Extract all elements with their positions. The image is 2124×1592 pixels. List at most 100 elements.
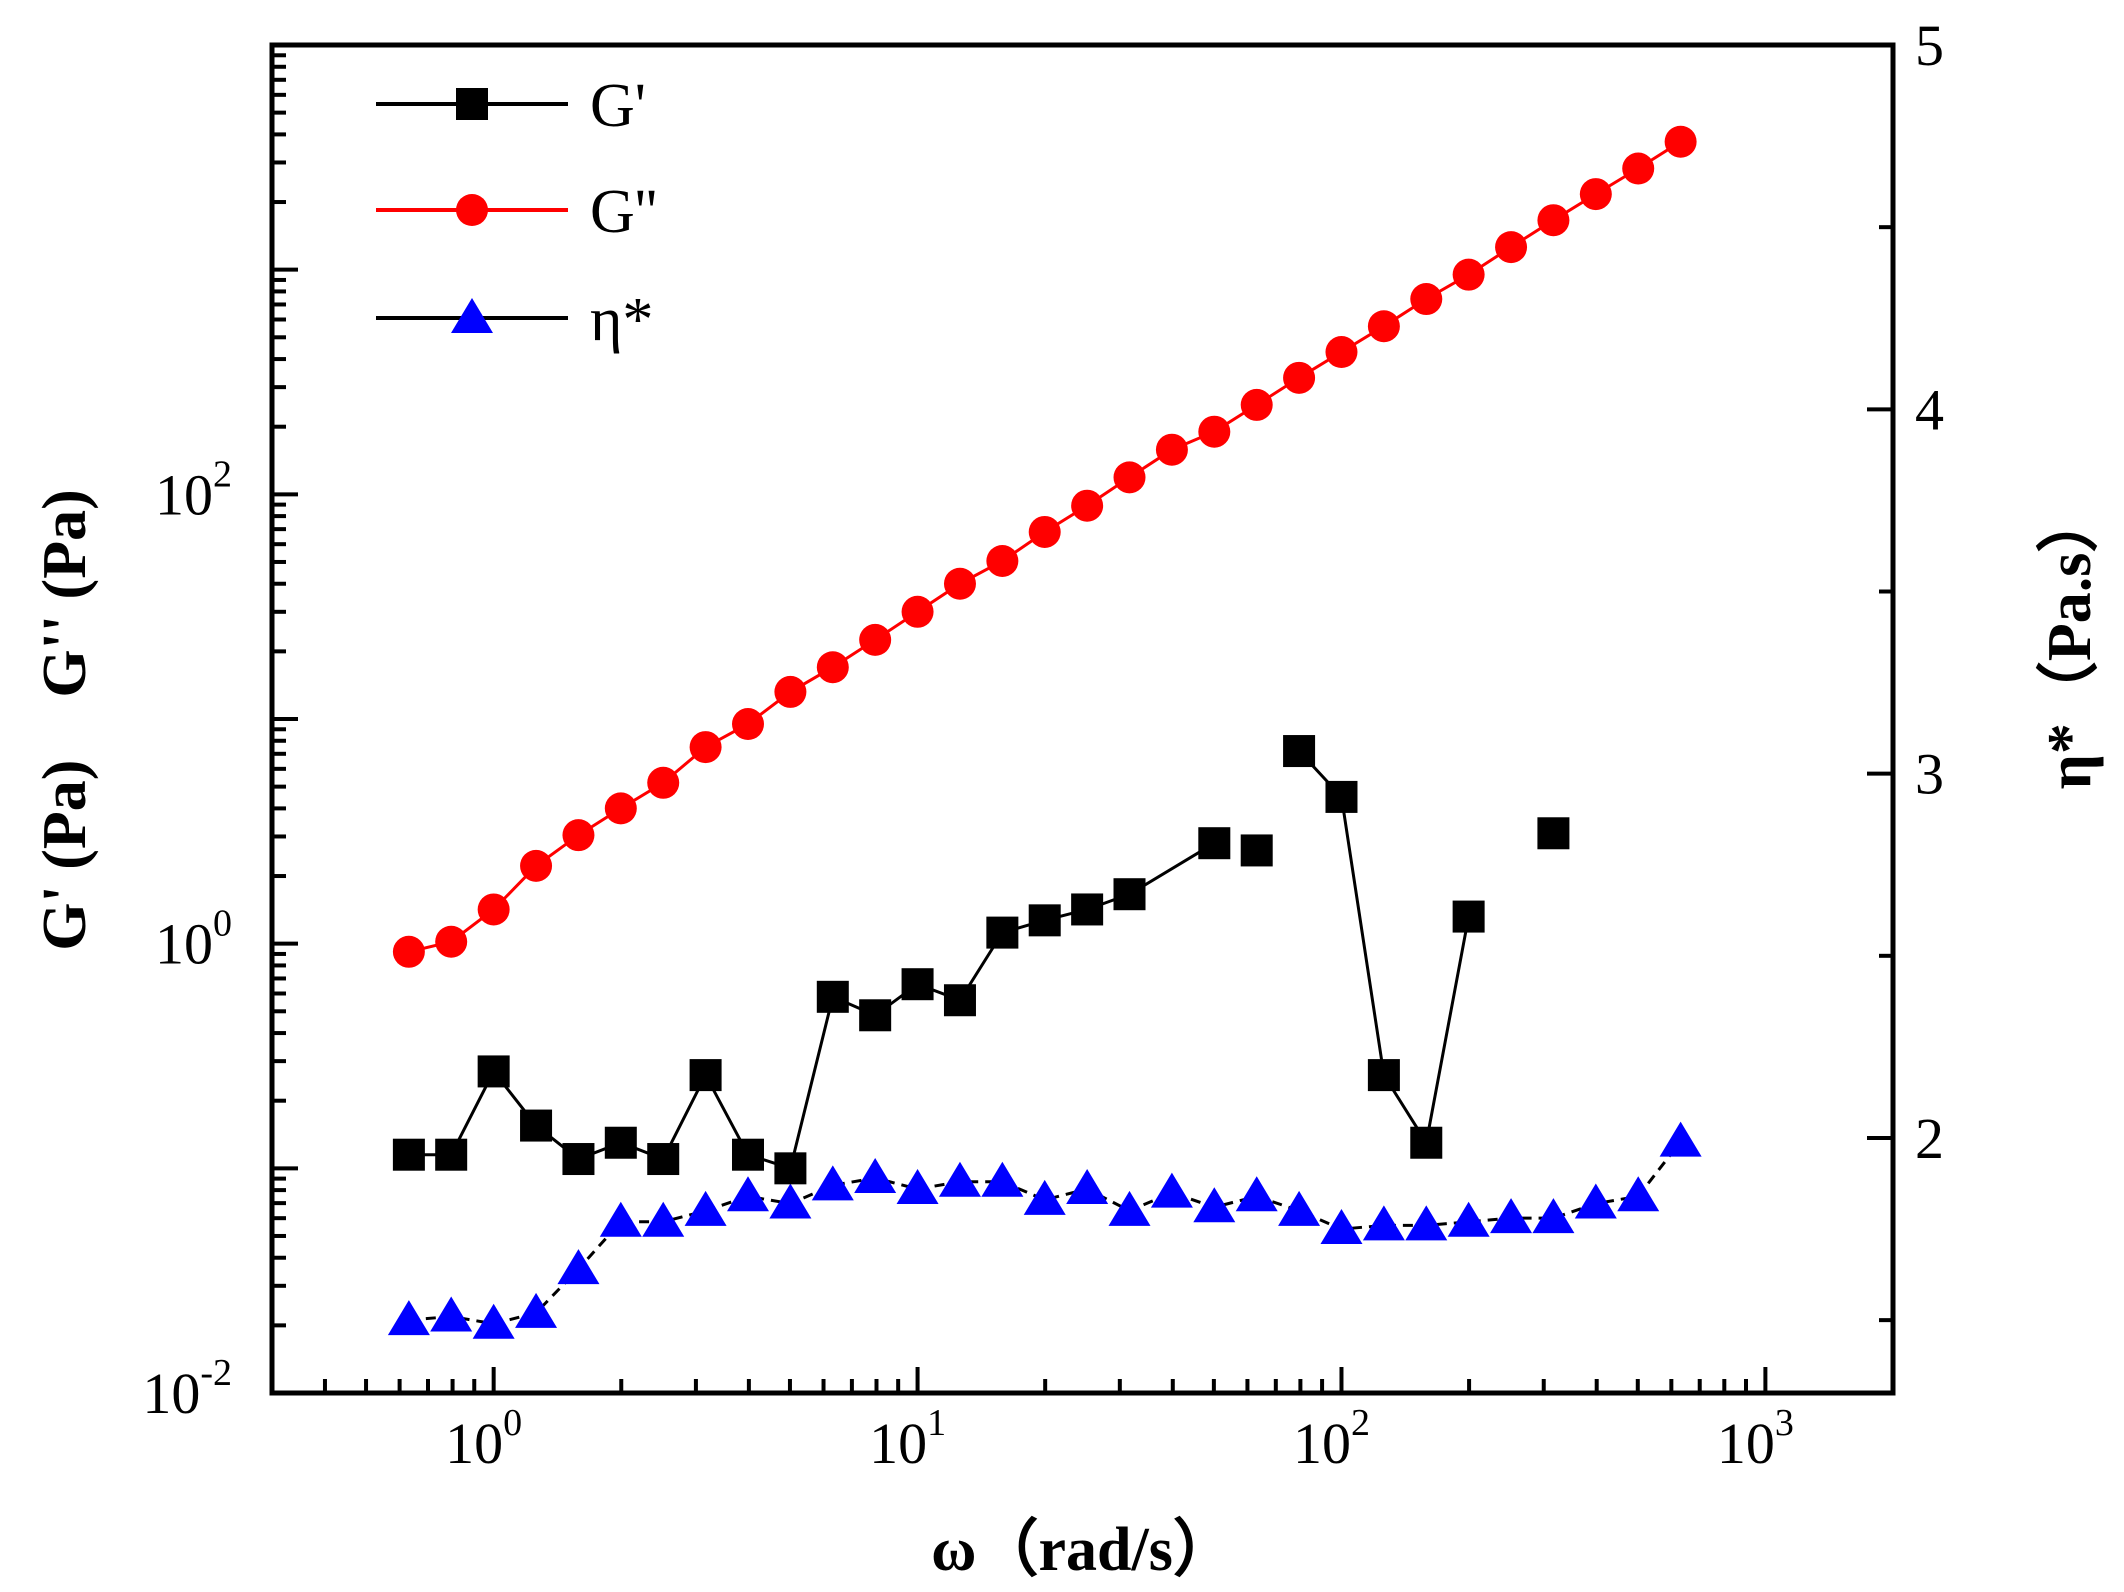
data-point	[1362, 1205, 1405, 1241]
data-point	[1367, 310, 1400, 343]
y-right-tick-label: 2	[1915, 1106, 1944, 1171]
data-point	[472, 1303, 515, 1339]
data-point	[731, 708, 764, 741]
data-point	[981, 1161, 1024, 1197]
data-point	[392, 1138, 425, 1171]
data-point	[1193, 1187, 1236, 1223]
data-point	[1283, 361, 1316, 394]
x-tick-label: 100	[445, 1402, 522, 1476]
legend: G' G'' η*	[376, 72, 657, 354]
data-point	[604, 792, 637, 825]
data-point	[731, 1138, 764, 1171]
data-point	[1325, 780, 1358, 813]
data-point	[1108, 1190, 1151, 1226]
x-tick-label: 102	[1293, 1402, 1370, 1476]
data-point	[986, 544, 1019, 577]
data-point	[811, 1165, 854, 1201]
left-y-axis-title: G' (Pa) G'' (Pa)	[31, 489, 99, 950]
data-point	[435, 1138, 468, 1171]
series-square	[392, 735, 1570, 1185]
x-axis-title: ω（rad/s）	[931, 1514, 1235, 1584]
data-point	[1659, 1121, 1702, 1157]
data-point	[1235, 1176, 1278, 1212]
data-point	[816, 651, 849, 684]
data-point	[1405, 1205, 1448, 1241]
data-point	[1155, 433, 1188, 466]
data-point	[943, 984, 976, 1017]
data-point	[1320, 1209, 1363, 1245]
y-right-tick-label: 3	[1915, 742, 1944, 807]
data-point	[1198, 827, 1231, 860]
legend-label: G''	[590, 178, 657, 246]
data-point	[1325, 336, 1358, 369]
data-point	[1028, 904, 1061, 937]
data-point	[1447, 1201, 1490, 1237]
data-point	[901, 595, 934, 628]
data-point	[562, 819, 595, 852]
data-point	[774, 675, 807, 708]
data-point	[1240, 388, 1273, 421]
data-point	[515, 1292, 558, 1328]
data-point	[1367, 1059, 1400, 1092]
data-point	[1278, 1190, 1321, 1226]
right-y-axis-title: η*（Pa.s）	[2034, 491, 2104, 790]
data-point	[392, 935, 425, 968]
data-point	[604, 1126, 637, 1159]
data-point	[1622, 152, 1655, 185]
data-point	[1198, 415, 1231, 448]
legend-marker	[451, 298, 493, 333]
data-point	[647, 1143, 680, 1176]
data-point	[726, 1176, 769, 1212]
series-layer	[387, 125, 1702, 1339]
data-point	[1410, 283, 1443, 316]
data-point	[1113, 461, 1146, 494]
data-point	[477, 893, 510, 926]
legend-label: G'	[590, 72, 646, 140]
data-point	[684, 1190, 727, 1226]
data-point	[901, 968, 934, 1001]
data-point	[1150, 1172, 1193, 1208]
data-point	[859, 999, 892, 1032]
data-point	[1664, 125, 1697, 158]
series-line	[408, 1140, 1682, 1326]
data-point	[1537, 204, 1570, 237]
data-point	[599, 1201, 642, 1237]
data-point	[1023, 1179, 1066, 1215]
series-triangle	[387, 1121, 1702, 1339]
data-point	[689, 731, 722, 764]
legend-marker	[456, 194, 488, 226]
x-tick-label: 101	[869, 1402, 946, 1476]
data-point	[1071, 893, 1104, 926]
data-point	[520, 849, 553, 882]
data-point	[769, 1183, 812, 1219]
data-point	[943, 567, 976, 600]
data-point	[1574, 1183, 1617, 1219]
data-point	[689, 1059, 722, 1092]
data-point	[430, 1296, 473, 1332]
y-left-tick-label: 102	[155, 453, 232, 527]
data-point	[896, 1168, 939, 1204]
y-left-tick-label: 100	[155, 903, 232, 977]
data-point	[562, 1143, 595, 1176]
data-point	[1617, 1176, 1660, 1212]
data-point	[1066, 1168, 1109, 1204]
data-point	[938, 1161, 981, 1197]
data-point	[1452, 900, 1485, 933]
data-point	[986, 916, 1019, 949]
data-point	[477, 1055, 510, 1088]
data-point	[774, 1152, 807, 1185]
data-point	[854, 1158, 897, 1194]
data-point	[816, 980, 849, 1013]
x-tick-label: 103	[1717, 1402, 1794, 1476]
data-point	[435, 925, 468, 958]
data-point	[1495, 231, 1528, 264]
data-point	[557, 1249, 600, 1285]
legend-label: η*	[590, 286, 653, 354]
data-point	[1532, 1198, 1575, 1234]
data-point	[1490, 1198, 1533, 1234]
y-right-tick-label: 5	[1915, 13, 1944, 78]
data-point	[1537, 817, 1570, 850]
series-circle	[392, 125, 1697, 968]
data-point	[1579, 178, 1612, 211]
